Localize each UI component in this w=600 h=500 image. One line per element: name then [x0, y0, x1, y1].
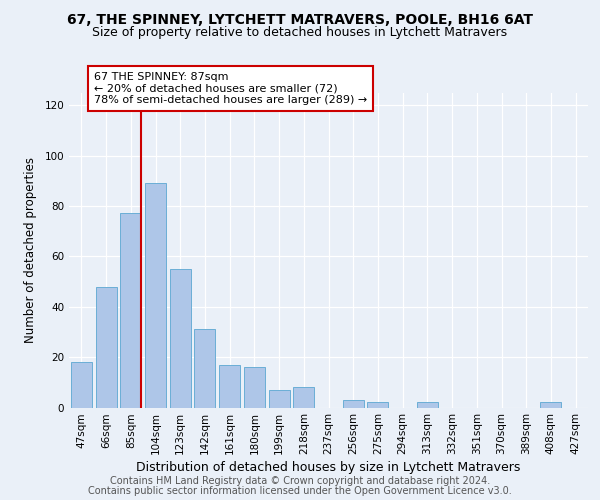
Bar [145, 183, 166, 408]
Y-axis label: Number of detached properties: Number of detached properties [25, 157, 37, 343]
Bar [219, 364, 240, 408]
Text: Contains public sector information licensed under the Open Government Licence v3: Contains public sector information licen… [88, 486, 512, 496]
Bar [194, 330, 215, 407]
Text: 67 THE SPINNEY: 87sqm
← 20% of detached houses are smaller (72)
78% of semi-deta: 67 THE SPINNEY: 87sqm ← 20% of detached … [94, 72, 367, 105]
Bar [170, 269, 191, 407]
X-axis label: Distribution of detached houses by size in Lytchett Matravers: Distribution of detached houses by size … [136, 462, 521, 474]
Bar [120, 214, 141, 408]
Bar [343, 400, 364, 407]
Text: Size of property relative to detached houses in Lytchett Matravers: Size of property relative to detached ho… [92, 26, 508, 39]
Bar [541, 402, 562, 407]
Bar [417, 402, 438, 407]
Bar [71, 362, 92, 408]
Bar [269, 390, 290, 407]
Text: 67, THE SPINNEY, LYTCHETT MATRAVERS, POOLE, BH16 6AT: 67, THE SPINNEY, LYTCHETT MATRAVERS, POO… [67, 12, 533, 26]
Bar [293, 388, 314, 407]
Text: Contains HM Land Registry data © Crown copyright and database right 2024.: Contains HM Land Registry data © Crown c… [110, 476, 490, 486]
Bar [95, 286, 116, 408]
Bar [244, 367, 265, 408]
Bar [367, 402, 388, 407]
